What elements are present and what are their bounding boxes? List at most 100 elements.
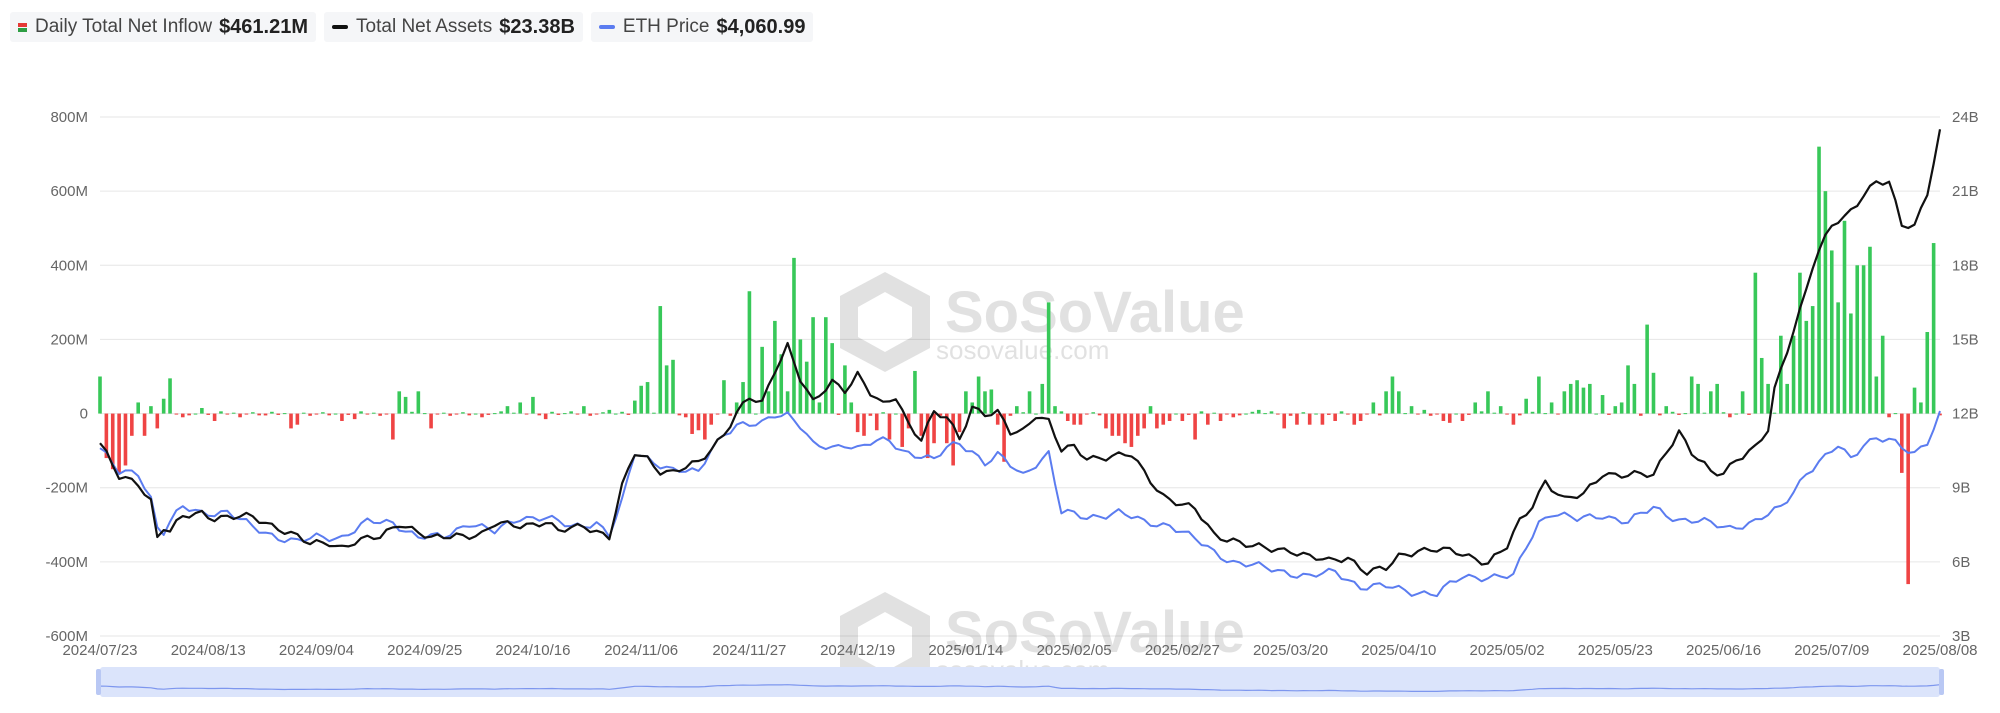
watermark-name: SoSoValue [945, 280, 1245, 345]
net-inflow-bar [1116, 413, 1121, 436]
net-inflow-bar [1358, 413, 1363, 421]
net-inflow-bar [951, 413, 955, 466]
watermark-name: SoSoValue [945, 600, 1245, 665]
net-inflow-bar [410, 411, 414, 414]
net-inflow-bar [1829, 250, 1834, 414]
watermark-upper: SoSoValue sosovalue.com [840, 272, 1245, 372]
net-inflow-bar [1607, 413, 1611, 415]
net-inflow-bar [1734, 413, 1739, 415]
net-inflow-bar [1027, 391, 1032, 414]
net-inflow-bar [1715, 383, 1719, 414]
net-inflow-bar [1543, 413, 1548, 415]
net-inflow-bar [836, 413, 841, 415]
net-inflow-bar [486, 413, 491, 415]
net-inflow-bar [257, 413, 261, 416]
navigator-right-handle[interactable] [1939, 669, 1944, 695]
net-inflow-bar [1919, 402, 1923, 414]
net-inflow-bar [550, 411, 554, 414]
net-inflow-bar [1155, 413, 1159, 429]
net-inflow-bar [512, 412, 516, 414]
net-inflow-bar [1874, 376, 1879, 414]
net-inflow-bar [1486, 391, 1490, 414]
net-inflow-bar [244, 413, 249, 415]
net-inflow-bar [212, 413, 217, 421]
net-inflow-bar [607, 409, 612, 414]
net-inflow-bar [874, 413, 879, 431]
net-inflow-bar [976, 376, 981, 414]
net-inflow-bar [1912, 387, 1917, 414]
net-inflow-bar [887, 413, 892, 440]
left-axis-tick-label: -400M [45, 554, 88, 571]
x-axis-tick-label: 2025/01/14 [928, 642, 1003, 659]
net-inflow-bar [403, 396, 408, 414]
net-inflow-bar [1696, 383, 1700, 414]
net-inflow-bar [1123, 413, 1127, 444]
net-inflow-bar [785, 391, 790, 414]
net-inflow-bar [429, 413, 433, 429]
net-inflow-bar [1849, 313, 1853, 414]
net-inflow-bar [1498, 406, 1503, 414]
net-inflow-bar [1097, 413, 1102, 416]
net-inflow-bar [1390, 376, 1395, 414]
net-inflow-bar [435, 413, 440, 415]
net-inflow-bar [601, 412, 605, 414]
legend-item-daily-net-inflow[interactable]: Daily Total Net Inflow $461.21M [10, 12, 317, 42]
net-inflow-bar [1078, 413, 1083, 425]
right-axis-tick-label: 9B [1952, 480, 1970, 497]
net-inflow-bar [1435, 413, 1439, 415]
net-inflow-bar [1511, 413, 1516, 425]
net-inflow-bar [830, 343, 834, 414]
net-inflow-bar [811, 317, 815, 414]
net-inflow-bar [1530, 411, 1535, 414]
net-inflow-bar [110, 413, 115, 470]
navigator-track[interactable] [100, 667, 1940, 697]
navigator-left-handle[interactable] [96, 669, 101, 695]
net-inflow-bar [1594, 413, 1598, 415]
net-inflow-bar [1174, 413, 1178, 415]
net-inflow-bar [722, 380, 726, 414]
net-inflow-bar [282, 413, 287, 415]
left-axis-tick-label: 200M [50, 331, 88, 348]
net-inflow-bar [804, 361, 809, 414]
net-inflow-bar [537, 413, 542, 416]
net-inflow-bar [843, 365, 847, 414]
chart-legend: Daily Total Net Inflow $461.21M Total Ne… [10, 12, 814, 42]
net-inflow-bar [868, 413, 873, 416]
net-inflow-bar [1040, 383, 1045, 414]
net-inflow-bar [480, 413, 484, 418]
net-inflow-bar [1110, 413, 1115, 436]
net-inflow-bar [894, 413, 898, 415]
net-inflow-bar [1810, 306, 1815, 414]
net-inflow-bar [1244, 413, 1248, 415]
net-inflow-bar [251, 412, 255, 414]
navigator-preview-line [99, 684, 1941, 693]
legend-item-total-net-assets[interactable]: Total Net Assets $23.38B [324, 12, 583, 42]
net-inflow-bar [454, 413, 459, 415]
net-inflow-bar [1256, 409, 1261, 414]
net-inflow-bar [989, 389, 994, 414]
legend-item-eth-price[interactable]: ETH Price $4,060.99 [590, 12, 814, 42]
net-inflow-bar [1250, 411, 1255, 414]
net-inflow-bar [1416, 413, 1420, 415]
net-inflow-bar [983, 391, 987, 414]
net-inflow-bar [1505, 413, 1509, 415]
net-inflow-bar [1180, 413, 1185, 421]
net-inflow-bar [1467, 413, 1471, 415]
net-inflow-bar [728, 413, 733, 416]
net-inflow-bar [1269, 411, 1274, 414]
net-inflow-bar [1568, 383, 1573, 414]
net-inflow-bar [174, 413, 179, 415]
net-inflow-bar [359, 411, 363, 414]
net-inflow-bar [562, 413, 567, 415]
net-inflow-bar [696, 413, 701, 431]
net-inflow-bar [1193, 413, 1197, 440]
net-inflow-bar [1428, 413, 1433, 416]
right-axis-tick-label: 6B [1952, 554, 1970, 571]
net-inflow-bar [180, 413, 185, 418]
net-inflow-bar [1588, 383, 1592, 414]
net-inflow-bar [1263, 413, 1267, 415]
left-axis-tick-label: 600M [50, 183, 88, 200]
x-axis-tick-label: 2024/09/04 [279, 642, 354, 659]
range-navigator[interactable] [96, 667, 1944, 697]
net-inflow-bar [734, 402, 739, 414]
